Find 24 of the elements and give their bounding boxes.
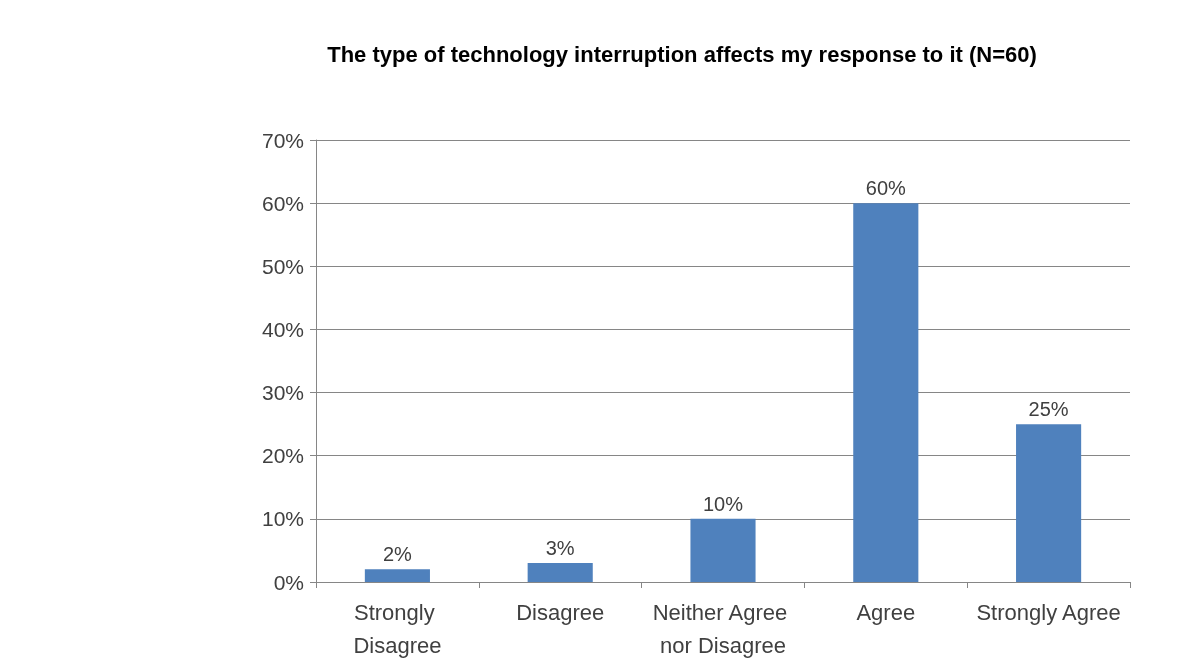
bar	[853, 203, 919, 582]
data-label: 60%	[865, 177, 907, 200]
bar	[690, 518, 756, 582]
y-tick-label: 10%	[261, 507, 304, 531]
x-tick-label: Neither Agree nor Disagree	[652, 600, 794, 658]
data-label: 10%	[702, 492, 744, 515]
x-tick-label: Agree	[856, 600, 916, 625]
data-label: 3%	[545, 537, 575, 560]
y-tick-label: 0%	[273, 570, 304, 594]
x-tick-label: Strongly Disagree	[353, 600, 442, 658]
x-tick-label: Disagree	[516, 600, 605, 625]
bar	[527, 563, 593, 582]
y-tick-label: 20%	[261, 444, 304, 468]
bar	[1016, 424, 1082, 582]
bar	[364, 569, 430, 582]
y-tick-label: 50%	[261, 254, 304, 278]
y-tick-label: 70%	[261, 128, 304, 152]
data-label: 2%	[382, 543, 413, 566]
y-tick-label: 40%	[261, 317, 304, 341]
data-label: 25%	[1028, 398, 1069, 421]
chart-title: The type of technology interruption affects my response to it (N=60)	[327, 41, 1037, 67]
x-tick-label: Strongly Agree	[976, 600, 1121, 625]
y-tick-label: 60%	[261, 191, 304, 215]
y-tick-label: 30%	[261, 381, 304, 405]
